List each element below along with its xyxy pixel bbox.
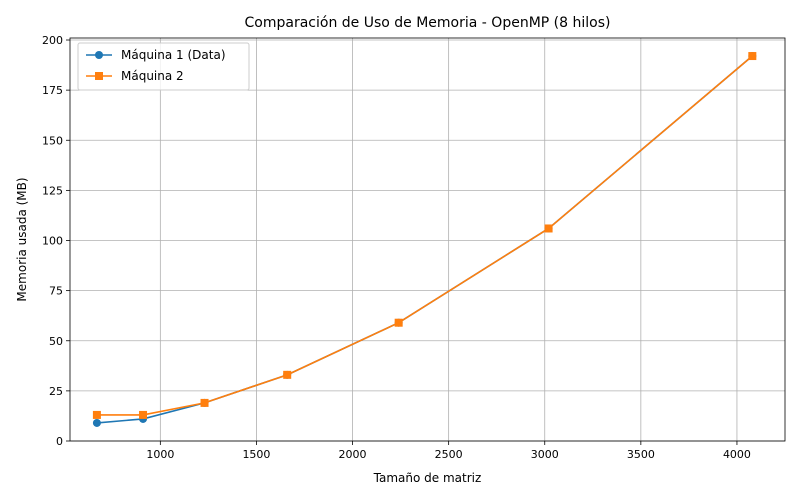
y-tick-label: 0: [56, 435, 63, 448]
legend-item: Máquina 1 (Data): [86, 48, 226, 62]
data-point: [544, 224, 553, 233]
x-tick-label: 1500: [242, 448, 270, 461]
data-point: [92, 410, 101, 419]
legend: Máquina 1 (Data) Máquina 2: [77, 42, 250, 91]
y-tick-label: 100: [42, 235, 63, 248]
x-tick-label: 4000: [723, 448, 751, 461]
data-point: [283, 370, 292, 379]
y-tick-label: 75: [49, 285, 63, 298]
chart-title: Comparación de Uso de Memoria - OpenMP (…: [245, 15, 611, 31]
axes-frame: [69, 37, 786, 442]
legend-label: Máquina 1 (Data): [121, 48, 226, 62]
data-point: [92, 418, 101, 427]
x-tick-label: 2500: [435, 448, 463, 461]
legend-label: Máquina 2: [121, 69, 184, 83]
data-point: [200, 398, 209, 407]
legend-marker: [95, 72, 103, 80]
y-axis-label: Memoria usada (MB): [15, 177, 29, 301]
data-point: [748, 52, 757, 61]
series-layer: [92, 52, 757, 427]
x-tick-label: 2000: [339, 448, 367, 461]
x-tick-label: 1000: [146, 448, 174, 461]
legend-item: Máquina 2: [86, 69, 184, 83]
ticks: 1000 1500 2000 2500 3000 3500 4000 0 25 50 75 100 12…: [42, 34, 751, 461]
y-tick-label: 175: [42, 84, 63, 97]
y-tick-label: 50: [49, 335, 63, 348]
x-axis-label: Tamaño de matriz: [373, 471, 482, 485]
legend-box: [77, 42, 250, 91]
data-point: [139, 410, 148, 419]
y-tick-label: 150: [42, 134, 63, 147]
data-point: [394, 318, 403, 327]
y-tick-label: 125: [42, 184, 63, 197]
y-tick-label: 25: [49, 385, 63, 398]
x-tick-label: 3500: [627, 448, 655, 461]
legend-marker: [95, 51, 103, 59]
y-tick-label: 200: [42, 34, 63, 47]
series-2: [92, 52, 757, 419]
x-tick-label: 3000: [531, 448, 559, 461]
